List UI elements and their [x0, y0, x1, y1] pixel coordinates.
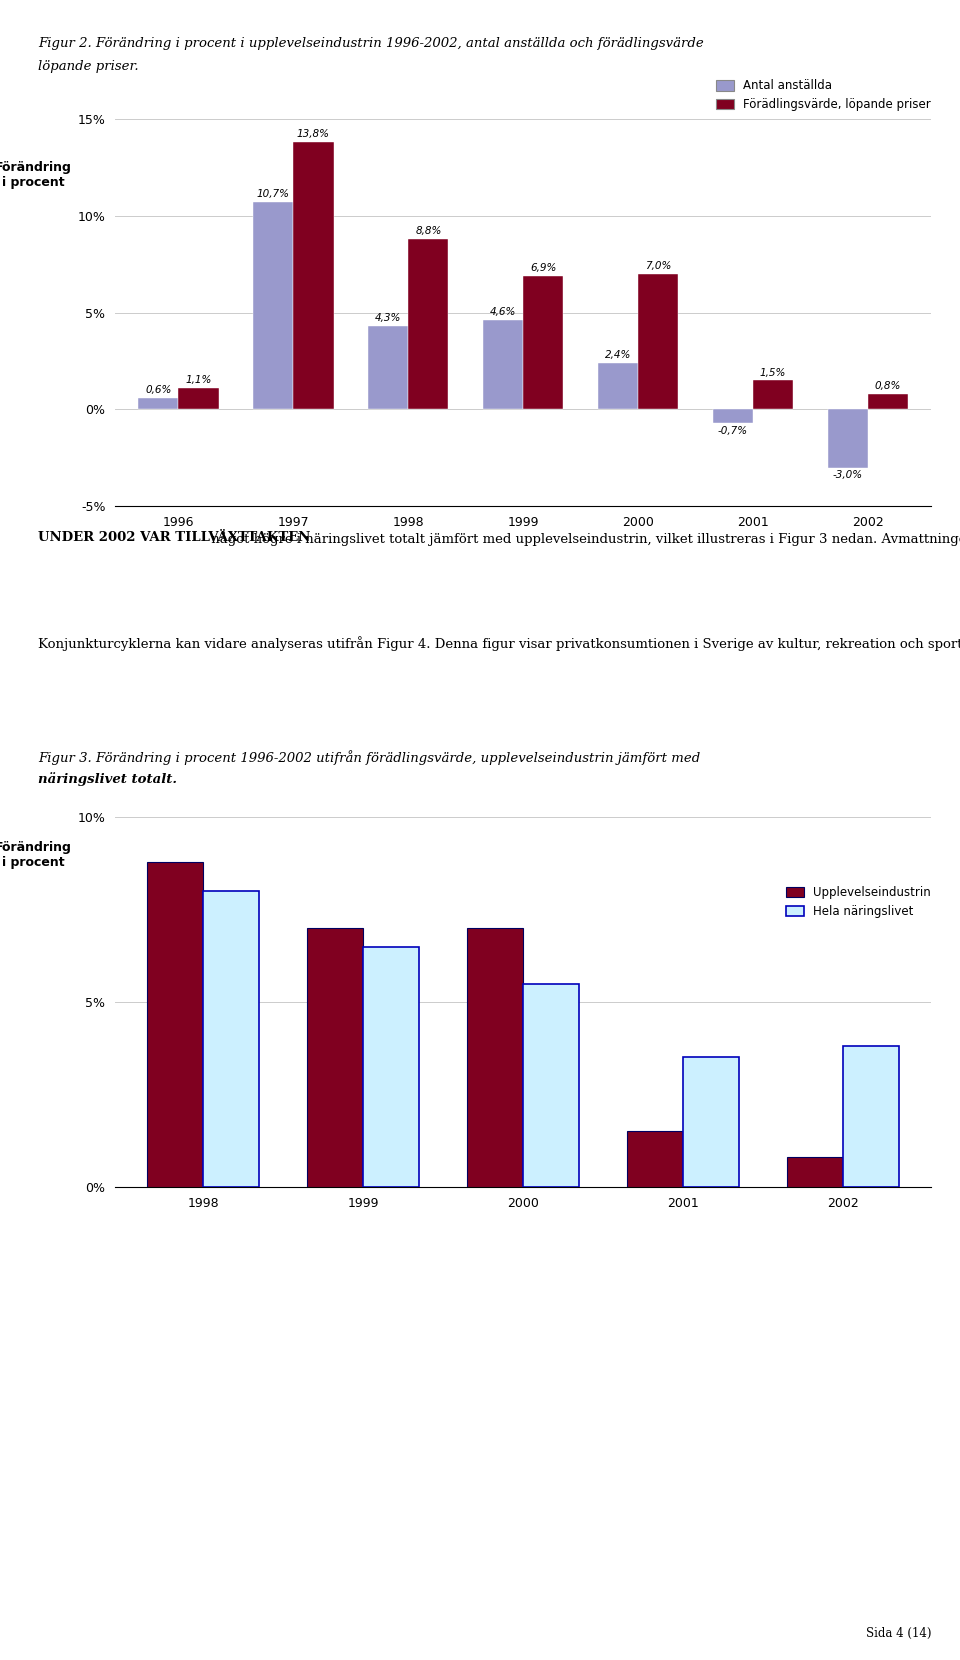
Text: 2,4%: 2,4% [605, 350, 632, 360]
Bar [523, 983, 579, 1187]
Text: 13,8%: 13,8% [297, 129, 330, 139]
Text: något högre i näringslivet totalt jämfört med upplevelseindustrin, vilket illust: något högre i näringslivet totalt jämför… [206, 531, 960, 546]
Bar [638, 274, 679, 410]
Bar [363, 946, 420, 1187]
Bar [787, 1157, 843, 1187]
Bar [253, 203, 294, 410]
Text: Förändring
i procent: Förändring i procent [0, 161, 72, 189]
Legend: Upplevelseindustrin, Hela näringslivet: Upplevelseindustrin, Hela näringslivet [786, 886, 931, 918]
Bar [294, 143, 333, 410]
Text: 4,6%: 4,6% [490, 307, 516, 317]
Bar [307, 928, 363, 1187]
Legend: Antal anställda, Förädlingsvärde, löpande priser: Antal anställda, Förädlingsvärde, löpand… [716, 80, 931, 111]
Text: Konjunkturcyklerna kan vidare analyseras utifrån Figur 4. Denna figur visar priv: Konjunkturcyklerna kan vidare analyseras… [38, 636, 960, 651]
Text: Figur 2. Förändring i procent i upplevelseindustrin 1996-2002, antal anställda o: Figur 2. Förändring i procent i upplevel… [38, 37, 704, 50]
Bar [468, 928, 523, 1187]
Text: 1,5%: 1,5% [760, 367, 786, 377]
Bar [627, 1132, 684, 1187]
Bar [483, 320, 523, 410]
Bar [523, 276, 564, 410]
Bar [147, 862, 204, 1187]
Text: -3,0%: -3,0% [833, 470, 863, 480]
Bar [408, 239, 448, 410]
Text: 0,8%: 0,8% [875, 382, 901, 392]
Bar [753, 380, 793, 410]
Text: Figur 3. Förändring i procent 1996-2002 utifrån förädlingsvärde, upplevelseindus: Figur 3. Förändring i procent 1996-2002 … [38, 750, 701, 765]
Text: 8,8%: 8,8% [415, 226, 442, 236]
Bar [828, 410, 868, 468]
Text: 0,6%: 0,6% [145, 385, 172, 395]
Bar [204, 891, 259, 1187]
Text: -0,7%: -0,7% [718, 427, 748, 437]
Bar [598, 364, 638, 410]
Text: UNDER 2002 VAR TILLVÄXTTAKTEN: UNDER 2002 VAR TILLVÄXTTAKTEN [38, 531, 311, 544]
Bar [138, 398, 179, 410]
Bar [684, 1057, 739, 1187]
Text: 7,0%: 7,0% [645, 261, 671, 271]
Text: 6,9%: 6,9% [530, 262, 557, 272]
Text: löpande priser.: löpande priser. [38, 60, 139, 73]
Text: Förändring
i procent: Förändring i procent [0, 842, 72, 870]
Bar [179, 388, 219, 410]
Text: 10,7%: 10,7% [256, 189, 290, 199]
Text: Sida 4 (14): Sida 4 (14) [866, 1627, 931, 1640]
Text: näringslivet totalt.: näringslivet totalt. [38, 772, 178, 785]
Bar [868, 393, 908, 410]
Bar [368, 327, 408, 410]
Text: 1,1%: 1,1% [185, 375, 212, 385]
Text: 4,3%: 4,3% [375, 314, 401, 324]
Bar [843, 1046, 900, 1187]
Bar [713, 410, 753, 423]
